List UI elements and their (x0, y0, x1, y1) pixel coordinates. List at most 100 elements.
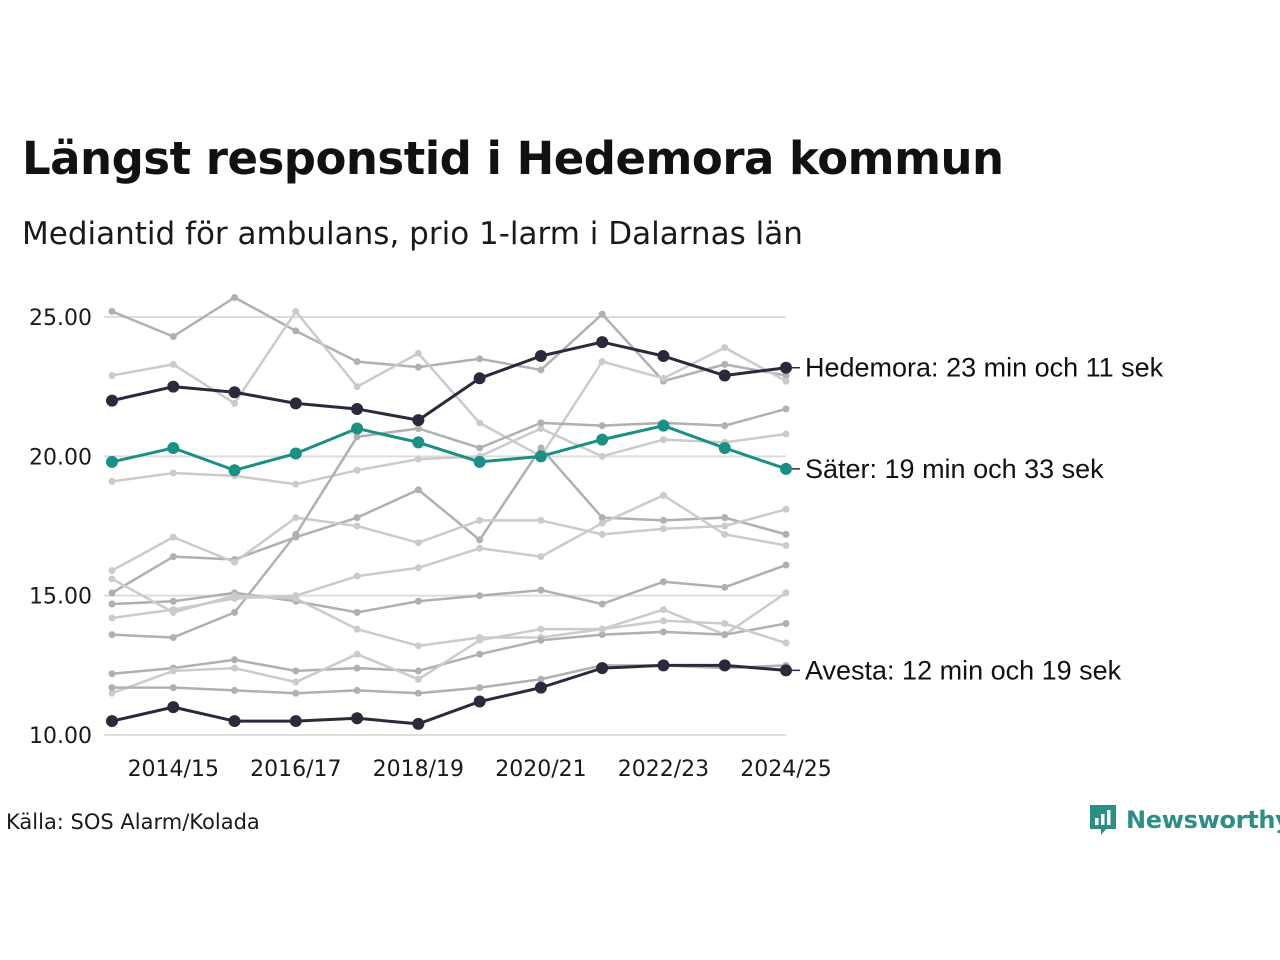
data-point (289, 715, 302, 728)
data-point (721, 344, 729, 352)
data-point (659, 606, 667, 614)
data-point (292, 514, 300, 522)
data-point (537, 516, 545, 524)
series-line (111, 663, 787, 726)
series-line (111, 619, 787, 695)
data-point (721, 522, 729, 530)
data-point (169, 684, 177, 692)
data-point (596, 662, 609, 675)
data-point (476, 684, 484, 692)
data-point (414, 642, 422, 650)
data-point (721, 530, 729, 538)
data-point (169, 333, 177, 341)
data-point (534, 350, 547, 363)
data-point (353, 466, 361, 474)
data-point (414, 667, 422, 675)
newsworthy-logo-text: Newsworthy (1126, 806, 1280, 834)
data-point (780, 361, 792, 374)
y-tick-label: 15.00 (29, 585, 92, 610)
data-point (537, 553, 545, 561)
data-point (108, 689, 116, 697)
data-point (353, 514, 361, 522)
data-point (292, 667, 300, 675)
data-point (231, 656, 239, 664)
data-point (167, 701, 180, 714)
data-point (657, 659, 670, 672)
background-series (108, 293, 790, 697)
x-tick-label: 2020/21 (495, 757, 586, 782)
y-axis: 10.00 15.00 20.00 25.00 (29, 306, 92, 749)
data-point (476, 592, 484, 600)
data-point (353, 625, 361, 633)
data-point (659, 436, 667, 444)
data-point (598, 600, 606, 608)
data-point (108, 372, 116, 380)
data-point (476, 355, 484, 363)
data-point (598, 530, 606, 538)
data-point (721, 631, 729, 639)
data-point (351, 712, 364, 725)
series-avesta (106, 659, 792, 730)
data-point (169, 533, 177, 541)
series-hedemora (106, 336, 792, 427)
data-point (473, 455, 486, 468)
x-tick-label: 2022/23 (618, 757, 709, 782)
page-subtitle: Mediantid för ambulans, prio 1-larm i Da… (22, 216, 803, 252)
data-point (782, 589, 790, 597)
data-point (108, 307, 116, 315)
data-point (289, 397, 302, 410)
data-point (476, 650, 484, 658)
data-point (353, 522, 361, 530)
data-point (476, 419, 484, 427)
data-point (598, 625, 606, 633)
data-point (473, 695, 486, 708)
data-point (780, 664, 792, 677)
series-line (111, 310, 787, 458)
data-point (596, 433, 609, 446)
data-point (476, 636, 484, 644)
data-point (353, 650, 361, 658)
data-point (718, 369, 731, 382)
page-title: Längst responstid i Hedemora kommun (22, 132, 1004, 185)
data-point (412, 436, 425, 449)
data-point (476, 516, 484, 524)
series-kommun-4 (108, 444, 790, 597)
data-point (167, 380, 180, 393)
data-point (657, 350, 670, 363)
data-point (659, 516, 667, 524)
data-point (292, 530, 300, 538)
data-point (782, 542, 790, 550)
data-point (721, 583, 729, 591)
data-point (659, 491, 667, 499)
data-point (353, 383, 361, 391)
data-point (782, 620, 790, 628)
data-point (596, 336, 609, 349)
x-tick-label: 2016/17 (250, 757, 341, 782)
data-point (414, 486, 422, 494)
data-point (412, 717, 425, 730)
data-point (782, 405, 790, 413)
data-point (598, 310, 606, 318)
series-kommun-9 (108, 491, 790, 622)
data-point (476, 444, 484, 452)
x-tick-label: 2018/19 (373, 757, 464, 782)
data-point (721, 360, 729, 368)
newsworthy-logo: Newsworthy (1088, 803, 1280, 837)
data-point (598, 422, 606, 430)
series-line (111, 508, 787, 572)
data-point (414, 539, 422, 547)
data-point (231, 293, 239, 301)
data-point (473, 372, 486, 385)
data-point (167, 441, 180, 454)
data-point (782, 372, 790, 380)
data-point (351, 422, 364, 435)
data-point (169, 553, 177, 561)
series-line (111, 446, 787, 594)
data-point (353, 686, 361, 694)
data-point (598, 452, 606, 460)
data-point (534, 450, 547, 463)
data-point (231, 399, 239, 407)
data-point (782, 639, 790, 647)
grid-lines (104, 316, 786, 736)
